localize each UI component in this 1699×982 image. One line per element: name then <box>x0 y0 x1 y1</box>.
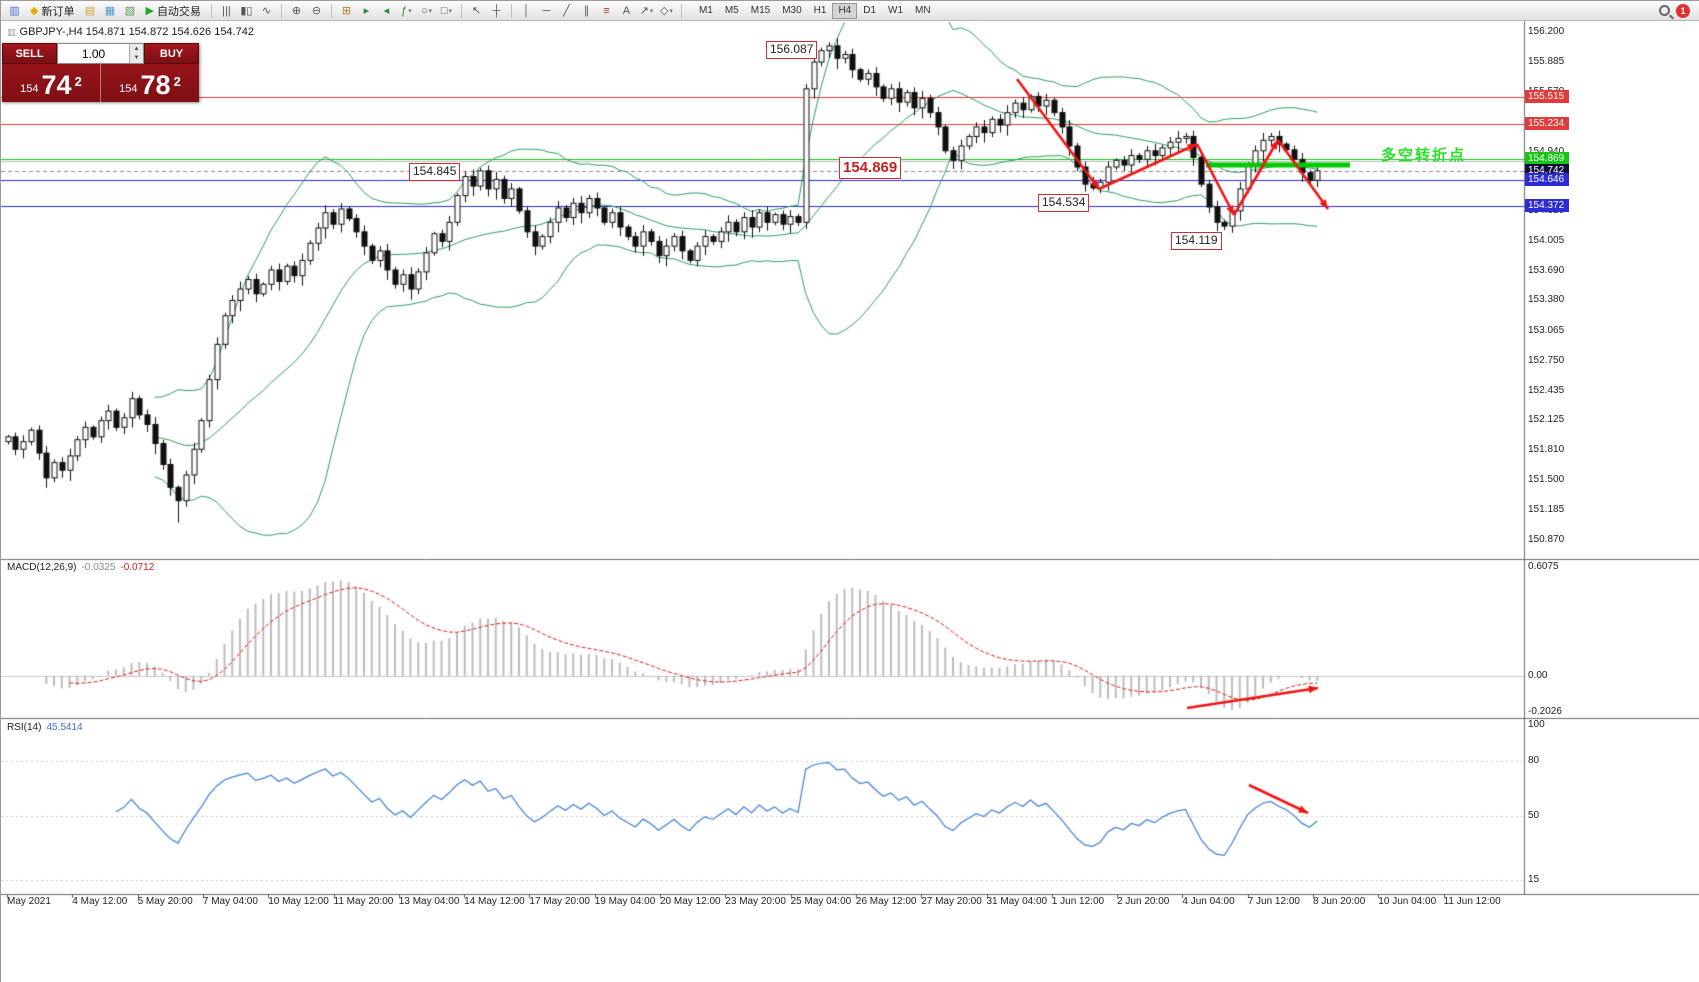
horizontal-line-icon[interactable]: ─ <box>542 4 551 17</box>
chart-title-text: GBPJPY-,H4 154.871 154.872 154.626 154.7… <box>19 26 254 38</box>
toolbar: ▥ ◆ 新订单 ▤ ▦ ▧ ▶ 自动交易 ||| ▮▯ ∿ ⊕ ⊖ ⊞ ▸ ◂ ƒ ▾ ○ ▾ □ ▾ ↖ ┼ │ ─ ╱ ∥ ≡ A ↗ ▾… <box>1 1 1699 21</box>
volume-up-button[interactable]: ▲ <box>129 44 143 54</box>
buy-price-big: 78 <box>140 70 171 100</box>
auto-scroll-icon[interactable]: ▸ <box>363 5 370 17</box>
channel-icon[interactable]: ∥ <box>583 5 590 17</box>
sell-price[interactable]: 154 74 2 <box>2 64 100 102</box>
macd-name: MACD(12,26,9) <box>7 562 77 573</box>
volume-down-button[interactable]: ▼ <box>129 53 143 63</box>
candlestick-type-icon[interactable]: ▮▯ <box>240 5 253 17</box>
toolbar-label: 新订单 <box>41 5 75 18</box>
data-window-icon[interactable]: ▦ <box>104 5 116 17</box>
navigator-icon[interactable]: ▧ <box>124 5 136 17</box>
crosshair-icon[interactable]: ┼ <box>492 4 501 17</box>
toolbar-separator <box>510 3 512 18</box>
arrows-tool-icon[interactable]: ↗ ▾ <box>639 5 654 17</box>
chart-type-mini-icon: ▥ <box>7 26 16 37</box>
chart-window-icon[interactable]: ▥ <box>9 5 20 17</box>
timeframe-d1[interactable]: D1 <box>863 5 877 16</box>
toolbar-separator <box>680 3 682 18</box>
templates-icon[interactable]: □ ▾ <box>440 4 453 17</box>
toolbar-separator <box>460 3 462 18</box>
buy-price-prefix: 154 <box>119 83 138 95</box>
market-watch-icon[interactable]: ▤ <box>84 5 96 17</box>
trendline-icon[interactable]: ╱ <box>563 5 570 17</box>
sell-button[interactable]: SELL <box>2 43 57 64</box>
toolbar-separator <box>210 3 212 18</box>
timeframe-m15[interactable]: M15 <box>750 5 771 16</box>
new-order-icon: ◆ <box>30 5 39 17</box>
timeframe-mn[interactable]: MN <box>915 5 931 16</box>
sell-price-sup: 2 <box>74 74 82 89</box>
shapes-tool-icon[interactable]: ◇ ▾ <box>659 5 673 17</box>
macd-indicator-label: MACD(12,26,9) -0.0325 -0.0712 <box>7 562 154 573</box>
rsi-value: 45.5414 <box>46 722 83 733</box>
volume-field: ▲ ▼ <box>57 43 144 64</box>
rsi-name: RSI(14) <box>7 722 42 733</box>
vertical-line-icon[interactable]: │ <box>523 4 530 17</box>
buy-price-sup: 2 <box>173 74 181 89</box>
autotrading-icon: ▶ <box>145 5 154 17</box>
macd-main-value: -0.0325 <box>81 562 116 573</box>
timeframe-m30[interactable]: M30 <box>782 5 802 16</box>
volume-spinner: ▲ ▼ <box>129 44 143 63</box>
sell-price-big: 74 <box>41 70 72 100</box>
timeframe-m1[interactable]: M1 <box>698 5 713 16</box>
toolbar-label: 自动交易 <box>156 5 201 18</box>
periods-icon[interactable]: ○ ▾ <box>420 4 433 17</box>
timeframe-group: M1 M5 M15 M30 H1 H4 D1 W1 MN <box>693 2 937 19</box>
buy-price[interactable]: 154 78 2 <box>100 64 199 102</box>
macd-signal-value: -0.0712 <box>120 562 155 573</box>
chart-shift-icon[interactable]: ◂ <box>383 5 390 17</box>
autotrading-button[interactable]: ▶ 自动交易 <box>140 2 205 19</box>
tile-windows-icon[interactable]: ⊞ <box>341 5 352 17</box>
toolbar-separator <box>280 3 282 18</box>
notifications-badge[interactable]: 1 <box>1676 3 1690 18</box>
one-click-trading-panel: SELL ▲ ▼ BUY 154 74 2 154 78 2 <box>2 43 199 102</box>
text-tool-icon[interactable]: A <box>622 4 631 17</box>
chart-title: ▥ GBPJPY-,H4 154.871 154.872 154.626 154… <box>7 26 254 38</box>
cursor-icon[interactable]: ↖ <box>471 5 482 17</box>
timeframe-w1[interactable]: W1 <box>888 5 904 16</box>
fibonacci-icon[interactable]: ≡ <box>603 4 610 17</box>
search-icon[interactable] <box>1659 5 1670 16</box>
rsi-indicator-label: RSI(14) 45.5414 <box>7 722 83 733</box>
timeframe-h4[interactable]: H4 <box>832 2 858 19</box>
toolbar-separator <box>330 3 332 18</box>
buy-button[interactable]: BUY <box>144 43 199 64</box>
sell-price-prefix: 154 <box>20 83 39 95</box>
toolbar-right-group: 1 <box>1659 3 1696 18</box>
timeframe-m5[interactable]: M5 <box>724 5 739 16</box>
timeframe-h1[interactable]: H1 <box>813 5 827 16</box>
new-order-button[interactable]: ◆ 新订单 <box>25 2 79 19</box>
line-chart-type-icon[interactable]: ∿ <box>261 5 272 17</box>
bar-chart-type-icon[interactable]: ||| <box>222 4 231 17</box>
zoom-in-icon[interactable]: ⊕ <box>291 5 302 17</box>
zoom-out-icon[interactable]: ⊖ <box>311 5 322 17</box>
volume-input[interactable] <box>58 44 129 63</box>
indicators-icon[interactable]: ƒ ▾ <box>401 4 412 17</box>
